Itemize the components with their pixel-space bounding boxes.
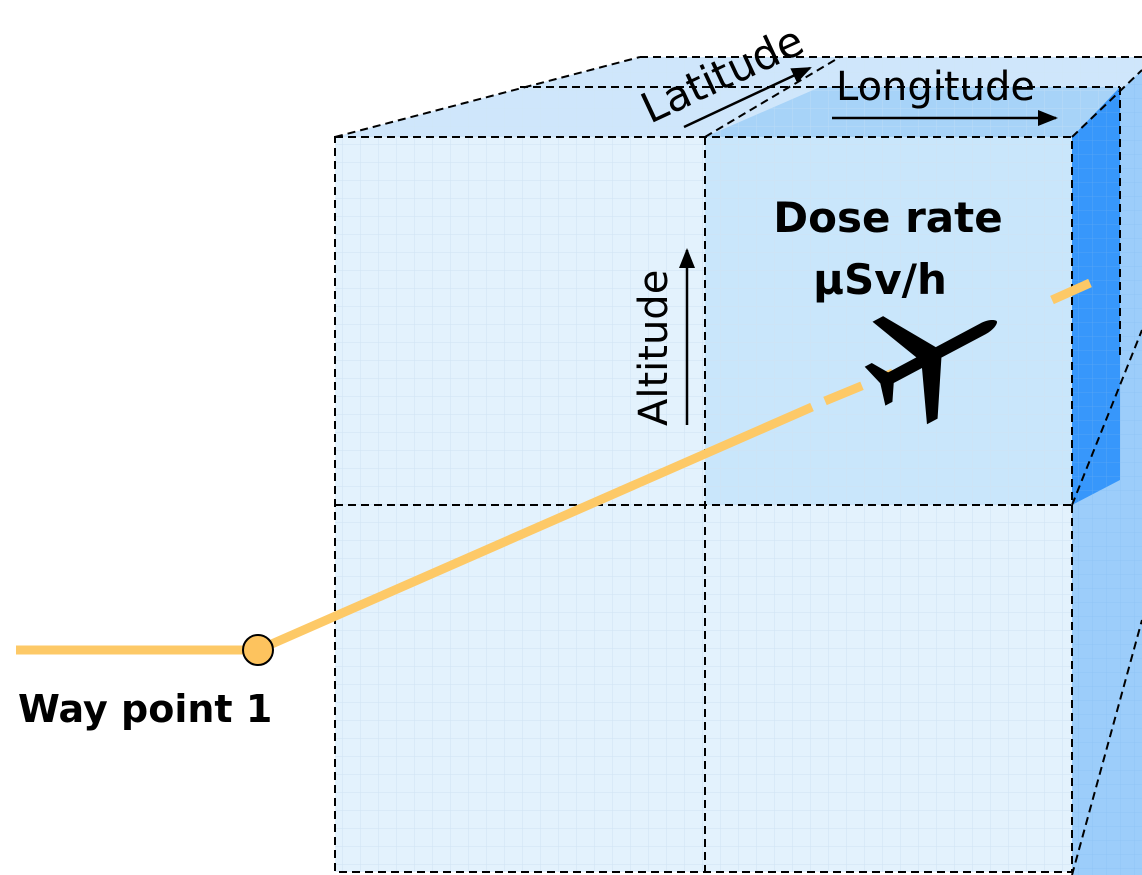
altitude-label: Altitude (631, 270, 677, 426)
waypoint-label: Way point 1 (18, 687, 272, 731)
dose-rate-unit-label: μSv/h (813, 255, 947, 304)
airplane-icon (864, 316, 998, 425)
dose-rate-label: Dose rate (773, 193, 1002, 242)
cube-dashed-edges (334, 56, 1142, 875)
circle-marker-icon (242, 634, 274, 666)
latitude-arrow (683, 66, 812, 129)
longitude-label: Longitude (836, 64, 1035, 110)
cube-side-face (1072, 70, 1142, 875)
